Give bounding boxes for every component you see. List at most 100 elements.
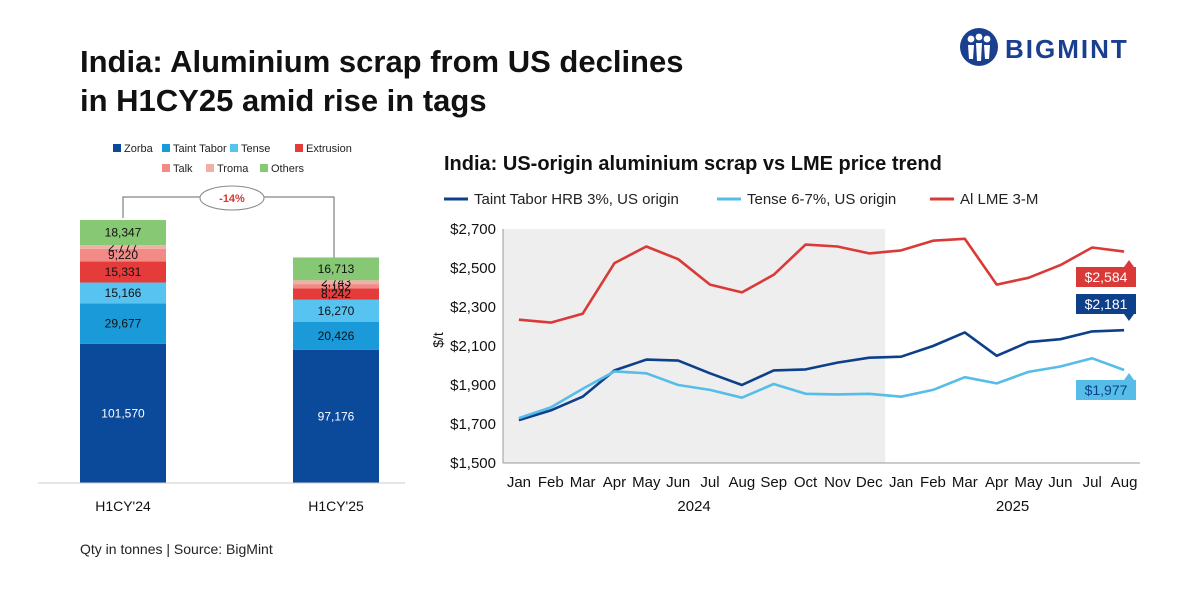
bar-value-label: 16,713	[318, 262, 355, 276]
bar-category-label: H1CY'24	[95, 498, 151, 514]
legend-label: Al LME 3-M	[960, 191, 1038, 208]
legend-label: Taint Tabor	[173, 143, 227, 155]
bar-value-label: 15,331	[105, 265, 142, 279]
x-tick-label: Jun	[1048, 474, 1072, 491]
x-tick-label: Apr	[985, 474, 1008, 491]
legend-item-tense-6-7-us-origin: Tense 6-7%, US origin	[717, 191, 896, 208]
x-tick-label: Aug	[1111, 474, 1138, 491]
bar-value-label: 9,220	[108, 248, 138, 262]
legend-swatch	[206, 164, 214, 172]
year-label: 2025	[996, 498, 1029, 515]
y-axis-title: $/t	[430, 332, 446, 348]
bar-value-label: 18,347	[105, 226, 142, 240]
change-annotation: -14%	[122, 185, 338, 266]
legend-item-others: Others	[260, 163, 305, 175]
price-line-chart: India: US-origin aluminium scrap vs LME …	[430, 153, 1140, 515]
legend-item-tense: Tense	[230, 143, 270, 155]
x-tick-label: Mar	[952, 474, 978, 491]
legend-swatch	[230, 144, 238, 152]
series-line-taint-tabor-hrb-3-us-origin	[518, 328, 1125, 422]
x-tick-label: Feb	[538, 474, 564, 491]
legend-item-taint-tabor: Taint Tabor	[162, 143, 227, 155]
bar-value-label: 8,242	[321, 287, 351, 301]
line-series	[518, 237, 1125, 422]
series-line-al-lme-3-m	[518, 237, 1125, 324]
bar-category-label: H1CY'25	[308, 498, 364, 514]
legend-item-troma: Troma	[206, 163, 249, 175]
x-tick-label: Nov	[824, 474, 851, 491]
legend-label: Taint Tabor HRB 3%, US origin	[474, 191, 679, 208]
legend-swatch	[260, 164, 268, 172]
y-tick-label: $2,100	[450, 338, 496, 355]
bar-segment-troma	[293, 280, 379, 285]
x-tick-label: May	[1014, 474, 1043, 491]
brand-name: BIGMINT	[1005, 34, 1129, 64]
bar-segment-tense	[293, 299, 379, 322]
bar-stacks: 101,57029,67715,16615,3319,2202,77718,34…	[80, 220, 379, 483]
line-chart-title: India: US-origin aluminium scrap vs LME …	[444, 153, 942, 175]
end-label-text: $1,977	[1085, 382, 1128, 398]
stacked-bar-chart: Zorba Taint Tabor Tense Extrusion Talk Troma O…	[38, 143, 405, 514]
bar-segment-talk	[80, 248, 166, 262]
end-label-pointer	[1124, 373, 1134, 380]
bar-segment-zorba	[80, 343, 166, 483]
end-label-text: $2,584	[1085, 269, 1128, 285]
bar-segment-taint-tabor	[293, 321, 379, 350]
end-value-labels: $2,181 $1,977 $2,584	[1076, 260, 1136, 400]
end-label-text: $2,181	[1085, 296, 1128, 312]
bar-value-label: 15,166	[105, 286, 142, 300]
brand-logo: BIGMINT	[958, 26, 1158, 68]
line-chart-legend: Taint Tabor HRB 3%, US origin Tense 6-7%,…	[444, 191, 1038, 208]
x-tick-label: Sep	[760, 474, 787, 491]
y-tick-label: $1,700	[450, 416, 496, 433]
legend-label: Tense 6-7%, US origin	[747, 191, 896, 208]
end-label-box	[1076, 294, 1136, 314]
y-axis: $1,500 $1,700 $1,900 $2,100 $2,300 $2,500 $2,7…	[450, 221, 1140, 472]
bar-value-label: 101,570	[101, 406, 145, 420]
legend-swatch	[113, 144, 121, 152]
y-tick-label: $2,700	[450, 221, 496, 238]
bar-segment-tense	[80, 282, 166, 304]
x-tick-label: Mar	[570, 474, 596, 491]
series-line-tense-6-7-us-origin	[518, 356, 1125, 420]
x-tick-label: Dec	[856, 474, 883, 491]
bar-stack-h1cy-24: 101,57029,67715,16615,3319,2202,77718,34…	[80, 220, 166, 483]
legend-label: Talk	[173, 163, 193, 175]
x-axis-labels: Jan Feb Mar Apr May Jun Jul Aug Sep Oct Nov Dec Jan F…	[507, 474, 1138, 515]
x-tick-label: Jan	[507, 474, 531, 491]
title-line-2: in H1CY25 amid rise in tags	[80, 83, 487, 118]
end-label-tense-6-7-us-origin: $1,977	[1076, 373, 1136, 400]
legend-label: Tense	[241, 143, 270, 155]
legend-item-talk: Talk	[162, 163, 193, 175]
bar-x-axis-labels: H1CY'24 H1CY'25	[95, 498, 364, 514]
x-tick-label: Oct	[794, 474, 818, 491]
y-tick-label: $1,900	[450, 377, 496, 394]
legend-label: Zorba	[124, 143, 154, 155]
bar-segment-talk	[293, 284, 379, 289]
bar-segment-others	[293, 257, 379, 281]
bar-segment-taint-tabor	[80, 303, 166, 344]
annotation-bubble	[199, 185, 265, 211]
x-tick-label: Apr	[603, 474, 626, 491]
legend-label: Troma	[217, 163, 249, 175]
bar-segment-extrusion	[80, 261, 166, 283]
legend-label: Others	[271, 163, 305, 175]
bar-segment-extrusion	[293, 288, 379, 300]
bar-segment-others	[80, 220, 166, 246]
legend-label: Extrusion	[306, 143, 352, 155]
legend-item-al-lme-3-m: Al LME 3-M	[930, 191, 1038, 208]
end-label-pointer	[1124, 314, 1134, 321]
year-label: 2024	[677, 498, 710, 515]
x-tick-label: May	[632, 474, 661, 491]
title-line-1: India: Aluminium scrap from US declines	[80, 44, 684, 79]
footnote: Qty in tonnes | Source: BigMint	[80, 541, 273, 557]
legend-swatch	[162, 144, 170, 152]
bar-value-label: 97,176	[318, 409, 355, 423]
legend-item-extrusion: Extrusion	[295, 143, 352, 155]
bar-segment-troma	[80, 245, 166, 249]
bar-value-label: 20,426	[318, 329, 355, 343]
bar-value-label: 16,270	[318, 304, 355, 318]
x-tick-label: Jul	[1083, 474, 1102, 491]
legend-swatch	[162, 164, 170, 172]
